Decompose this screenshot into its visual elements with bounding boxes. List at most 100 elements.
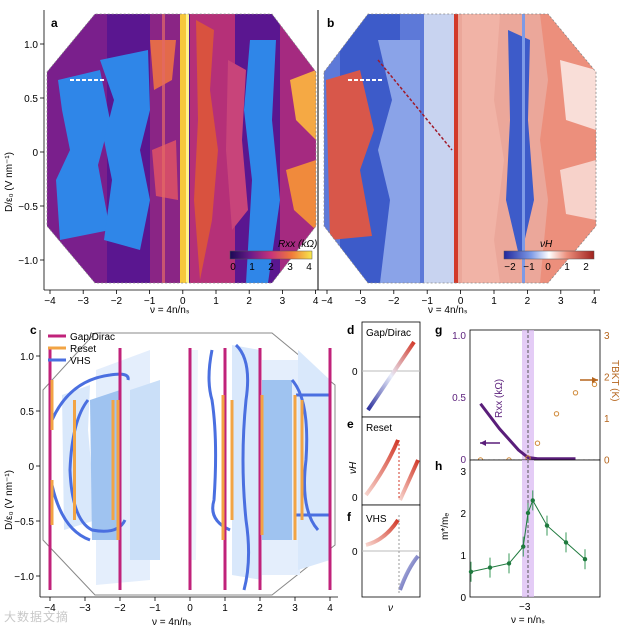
tbkt-point <box>534 440 541 446</box>
a-xtick-label: −2 <box>111 296 123 307</box>
panel-e: e Reset νH 0 <box>347 416 421 506</box>
b-xtick-label: −4 <box>321 296 333 307</box>
b-xtick-label: 1 <box>491 296 497 307</box>
g-left-label: Rxx (kΩ) <box>494 379 505 418</box>
b-xtick-label: −2 <box>388 296 400 307</box>
g-right-tick: 0 <box>604 456 610 467</box>
b-xtick-label: −3 <box>355 296 367 307</box>
c-xtick-label: 0 <box>187 603 193 614</box>
cbB-tick: −2 <box>504 262 516 273</box>
panel-c: c Gap/Dirac Reset VHS 1.00. <box>4 323 338 628</box>
tbkt-point <box>572 390 579 396</box>
gh-xlabel: ν = n/nₛ <box>511 615 545 626</box>
ab-axes: 1.0 0.5 0 −0.5 −1.0 −4 −3 −2 −1 0 1 2 3 4 −4 −3 −2 −1 0 1… <box>4 10 600 316</box>
panel-label-e: e <box>347 417 354 431</box>
tbkt-point <box>591 381 598 388</box>
a-xlabel: ν = 4n/nₛ <box>150 305 190 316</box>
c-xlabel: ν = 4n/nₛ <box>152 617 192 628</box>
h-ylabel: m*/mₑ <box>440 513 451 540</box>
rxx-heatmap <box>47 14 316 283</box>
legend-c: Gap/Dirac Reset VHS <box>48 332 115 367</box>
panel-label-h: h <box>435 459 442 473</box>
e-tick0: 0 <box>352 493 358 504</box>
legend-gap: Gap/Dirac <box>70 332 115 343</box>
cbA-tick: 2 <box>268 262 274 273</box>
b-xtick-label: −1 <box>421 296 433 307</box>
panel-label-a: a <box>51 16 58 30</box>
a-xtick-label: −4 <box>44 296 56 307</box>
h-ytick: 3 <box>460 467 466 478</box>
a-xtick-label: −3 <box>77 296 89 307</box>
g-right-tick: 1 <box>604 414 610 425</box>
c-xtick-label: −4 <box>44 603 56 614</box>
ab-ytick-label: 1.0 <box>24 40 38 51</box>
a-xtick-label: 4 <box>313 296 319 307</box>
legend-vhs: VHS <box>70 356 91 367</box>
g-left-tick: 1.0 <box>452 331 466 342</box>
d-tick0: 0 <box>352 367 358 378</box>
c-xtick-label: 2 <box>257 603 263 614</box>
watermark: 大数据文摘 <box>4 610 70 624</box>
a-xtick-label: −1 <box>144 296 156 307</box>
f-title: VHS <box>366 514 387 525</box>
c-ytick-label: −1.0 <box>14 572 34 583</box>
panel-label-g: g <box>435 323 442 337</box>
c-xtick-label: 3 <box>292 603 298 614</box>
a-xtick-label: 1 <box>213 296 219 307</box>
c-ytick-label: 0.5 <box>20 407 34 418</box>
gh-xtick: −3 <box>519 602 531 613</box>
b-xtick-label: 4 <box>591 296 597 307</box>
c-xtick-label: 4 <box>327 603 333 614</box>
b-xlabel: ν = 4n/nₛ <box>428 305 468 316</box>
g-right-label: TBKT (K) <box>609 360 620 401</box>
colorbar-b: νH −2 −1 0 1 2 <box>503 239 595 273</box>
h-ytick: 0 <box>460 593 466 604</box>
panel-d: d Gap/Dirac 0 <box>347 321 421 418</box>
b-xtick-label: 3 <box>558 296 564 307</box>
g-left-tick: 0.5 <box>452 393 466 404</box>
cbA-tick: 3 <box>287 262 293 273</box>
c-xtick-label: 1 <box>222 603 228 614</box>
h-ytick: 2 <box>460 509 466 520</box>
h-ytick: 1 <box>460 551 466 562</box>
def-xlabel: ν <box>388 603 393 614</box>
cbB-tick: 2 <box>583 262 589 273</box>
ab-ytick-label: 0 <box>32 148 38 159</box>
panel-label-c: c <box>30 323 37 337</box>
a-xtick-label: 3 <box>280 296 286 307</box>
cbB-tick: 0 <box>545 262 551 273</box>
f-tick0: 0 <box>352 547 358 558</box>
c-xtick-label: −2 <box>114 603 126 614</box>
c-ytick-label: −0.5 <box>14 517 34 528</box>
panel-f: f VHS 0 ν <box>347 504 421 614</box>
a-xtick-label: 0 <box>180 296 186 307</box>
a-xtick-label: 2 <box>246 296 252 307</box>
mstar-series <box>470 499 586 573</box>
ab-ytick-label: 0.5 <box>24 94 38 105</box>
g-right-tick: 2 <box>604 373 610 384</box>
b-xtick-label: 0 <box>458 296 464 307</box>
d-title: Gap/Dirac <box>366 328 411 339</box>
c-ytick-label: 0 <box>28 462 34 473</box>
c-xtick-label: −3 <box>79 603 91 614</box>
cbB-tick: −1 <box>523 262 535 273</box>
panel-g: g 1.0 0.5 0 3 2 1 0 Rxx (kΩ) TBKT (K) <box>435 323 620 467</box>
nuH-heatmap <box>324 14 596 283</box>
e-ylabel: νH <box>348 461 359 474</box>
g-right-tick: 3 <box>604 331 610 342</box>
colorbar-a-label: Rxx (kΩ) <box>278 239 317 250</box>
panel-label-f: f <box>347 510 352 524</box>
g-left-tick: 0 <box>460 455 466 466</box>
rxx-series <box>479 402 576 461</box>
b-xtick-label: 2 <box>525 296 531 307</box>
panel-h: h 3 2 1 0 m*/mₑ −3 ν = n/nₛ <box>435 459 601 626</box>
cbB-tick: 1 <box>564 262 570 273</box>
colorbar-a: Rxx (kΩ) 0 1 2 3 4 <box>229 239 317 273</box>
cbA-tick: 4 <box>306 262 312 273</box>
panel-label-b: b <box>327 16 334 30</box>
ab-ytick-label: −1.0 <box>18 256 38 267</box>
legend-reset: Reset <box>70 344 96 355</box>
panel-a: a Rxx (kΩ) 0 1 2 3 4 <box>46 10 319 290</box>
ab-ytick-label: −0.5 <box>18 202 38 213</box>
